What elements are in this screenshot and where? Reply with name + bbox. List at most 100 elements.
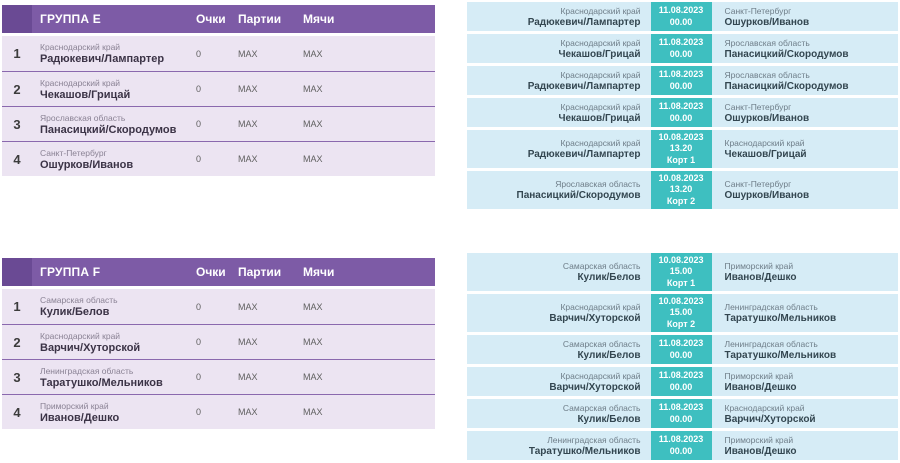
datetime-slot: 11.08.2023 00.00 [650, 335, 712, 364]
team-region: Краснодарский край [40, 330, 121, 341]
away-team: Таратушко/Мельников [724, 313, 837, 324]
away-region: Ленинградская область [724, 338, 818, 349]
sets-value: MAX [238, 407, 258, 417]
row-rank: 2 [13, 81, 21, 97]
away-cell: Ярославская область Панасицкий/Скородумо… [712, 66, 899, 95]
away-team: Иванов/Дешко [724, 272, 797, 283]
group-f-rows: 1 Самарская область Кулик/Белов 0 MAX MA… [2, 289, 435, 429]
match-row: Краснодарский край Варчич/Хуторской 10.0… [467, 294, 898, 332]
team-region: Ярославская область [40, 112, 126, 123]
away-team: Таратушко/Мельников [724, 349, 837, 361]
sets-value: MAX [238, 84, 258, 94]
home-cell: Краснодарский край Радюкевич/Лампартер [467, 2, 651, 31]
balls-value: MAX [303, 48, 323, 59]
home-region: Краснодарский край [560, 69, 641, 80]
column-header-sets: Партии [238, 265, 282, 279]
team-name: Чекашов/Грицай [40, 88, 131, 101]
balls-value: MAX [303, 154, 323, 164]
away-team: Ошурков/Иванов [724, 190, 810, 201]
home-cell: Ленинградская область Таратушко/Мельнико… [467, 431, 651, 460]
group-e-header: ГРУППА E Очки Партии Мячи [2, 5, 435, 33]
column-header-sets: Партии [238, 12, 282, 26]
away-cell: Ленинградская область Таратушко/Мельнико… [712, 294, 899, 332]
sets-value: MAX [238, 154, 258, 164]
datetime-slot: 11.08.2023 00.00 [650, 431, 712, 460]
match-time: 00.00 [669, 349, 693, 360]
sets-value: MAX [238, 48, 258, 59]
balls-value: MAX [303, 407, 323, 417]
team-region: Самарская область [40, 295, 118, 305]
away-region: Санкт-Петербург [724, 101, 792, 112]
row-rank: 2 [13, 334, 21, 350]
home-cell: Краснодарский край Чекашов/Грицай [467, 34, 651, 63]
away-region: Приморский край [724, 370, 794, 381]
points-value: 0 [196, 48, 202, 59]
table-row: 2 Краснодарский край Чекашов/Грицай 0 MA… [2, 71, 435, 106]
table-row: 3 Ярославская область Панасицкий/Скороду… [2, 106, 435, 141]
datetime-slot: 11.08.2023 00.00 [650, 367, 712, 396]
match-row: Самарская область Кулик/Белов 11.08.2023… [467, 399, 898, 428]
match-court: Корт 1 [666, 277, 696, 288]
home-cell: Самарская область Кулик/Белов [467, 399, 651, 428]
home-team: Панасицкий/Скородумов [516, 190, 641, 201]
team-name: Кулик/Белов [40, 306, 110, 318]
column-header-balls: Мячи [303, 265, 335, 279]
team-name: Варчич/Хуторской [40, 341, 141, 354]
match-date: 11.08.2023 [658, 434, 704, 444]
team-cell: Самарская область Кулик/Белов [32, 295, 196, 318]
match-date: 11.08.2023 [658, 37, 704, 47]
datetime-slot: 10.08.2023 13.20 Корт 1 [650, 130, 712, 168]
away-region: Ярославская область [724, 69, 810, 80]
table-row: 1 Краснодарский край Радюкевич/Лампартер… [2, 36, 435, 71]
datetime-slot: 10.08.2023 15.00 Корт 2 [650, 294, 712, 332]
team-region: Санкт-Петербург [40, 147, 107, 158]
away-cell: Краснодарский край Варчич/Хуторской [712, 399, 899, 428]
match-row: Самарская область Кулик/Белов 11.08.2023… [467, 335, 898, 364]
sets-value: MAX [238, 119, 258, 129]
row-rank: 1 [13, 46, 21, 61]
away-region: Приморский край [724, 434, 794, 445]
match-time: 00.00 [669, 80, 693, 91]
table-row: 4 Санкт-Петербург Ошурков/Иванов 0 MAX M… [2, 141, 435, 176]
match-date: 11.08.2023 [658, 101, 704, 111]
team-cell: Краснодарский край Чекашов/Грицай [32, 78, 196, 101]
home-region: Ярославская область [555, 179, 641, 189]
match-row: Краснодарский край Радюкевич/Лампартер 1… [467, 130, 898, 168]
match-time: 00.00 [669, 381, 693, 392]
table-row: 3 Ленинградская область Таратушко/Мельни… [2, 359, 435, 394]
datetime-slot: 10.08.2023 13.20 Корт 2 [650, 171, 712, 209]
match-row: Краснодарский край Чекашов/Грицай 11.08.… [467, 98, 898, 127]
away-cell: Санкт-Петербург Ошурков/Иванов [712, 171, 899, 209]
datetime-slot: 11.08.2023 00.00 [650, 66, 712, 95]
away-team: Иванов/Дешко [724, 381, 797, 393]
group-e-rows: 1 Краснодарский край Радюкевич/Лампартер… [2, 36, 435, 176]
balls-value: MAX [303, 84, 323, 94]
match-date: 11.08.2023 [658, 338, 704, 348]
match-time: 00.00 [669, 16, 693, 27]
team-cell: Приморский край Иванов/Дешко [32, 401, 196, 424]
team-name: Ошурков/Иванов [40, 158, 134, 171]
team-region: Краснодарский край [40, 42, 121, 52]
match-row: Ленинградская область Таратушко/Мельнико… [467, 431, 898, 460]
away-cell: Приморский край Иванов/Дешко [712, 367, 899, 396]
match-court: Корт 2 [666, 195, 696, 206]
home-region: Краснодарский край [560, 138, 641, 148]
points-value: 0 [196, 372, 202, 382]
home-cell: Краснодарский край Чекашов/Грицай [467, 98, 651, 127]
home-team: Радюкевич/Лампартер [527, 149, 641, 160]
home-team: Кулик/Белов [577, 413, 641, 425]
home-team: Чекашов/Грицай [558, 48, 641, 60]
match-time: 15.00 [669, 307, 693, 318]
points-value: 0 [196, 301, 202, 312]
away-team: Варчич/Хуторской [724, 413, 816, 425]
datetime-slot: 11.08.2023 00.00 [650, 2, 712, 31]
match-time: 13.20 [669, 184, 693, 195]
group-f-table: ГРУППА F Очки Партии Мячи 1 Самарская об… [2, 258, 435, 429]
home-cell: Самарская область Кулик/Белов [467, 253, 651, 291]
away-team: Панасицкий/Скородумов [724, 80, 849, 92]
group-header-corner [2, 258, 32, 286]
row-rank: 4 [13, 404, 21, 420]
team-name: Таратушко/Мельников [40, 376, 163, 389]
team-cell: Краснодарский край Радюкевич/Лампартер [32, 42, 196, 65]
home-team: Радюкевич/Лампартер [527, 16, 641, 28]
